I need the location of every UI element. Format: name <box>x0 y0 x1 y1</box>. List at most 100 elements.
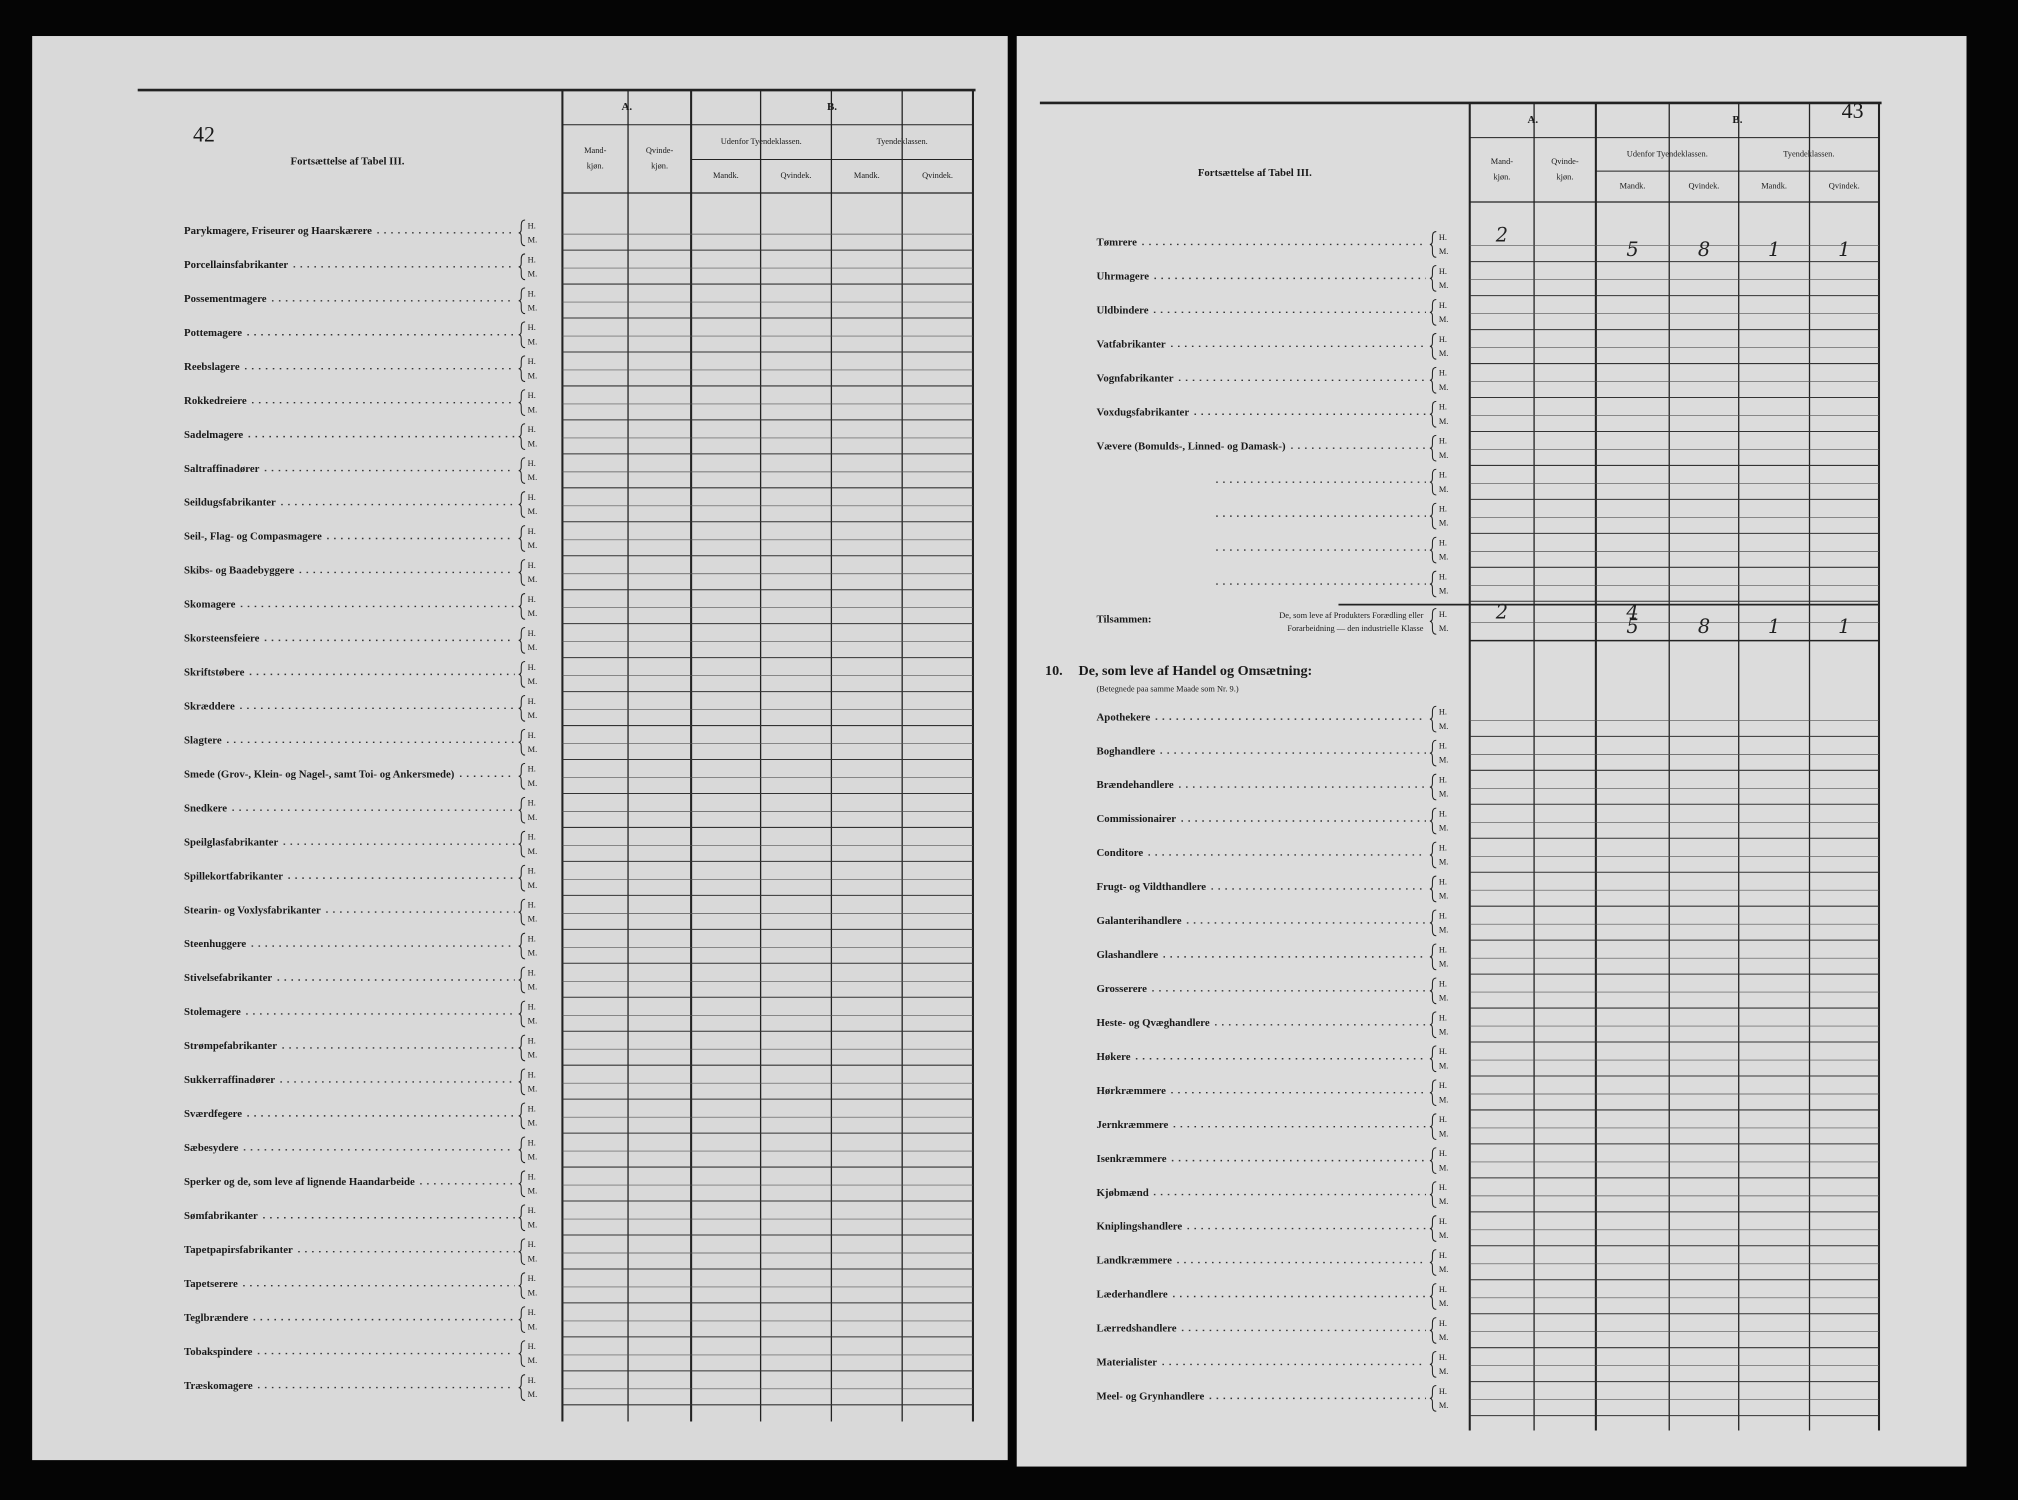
row-label: Materialister <box>1097 1357 1158 1369</box>
handwritten-value: 2 <box>1495 224 1508 247</box>
sex-label: H. <box>528 289 536 298</box>
sex-label: H. <box>1439 1149 1447 1158</box>
sex-label: H. <box>1439 471 1447 480</box>
sex-label: M. <box>1439 892 1449 901</box>
sex-label: H. <box>1439 267 1447 276</box>
sex-label: H. <box>528 765 536 774</box>
page-title: Fortsættelse af Tabel III. <box>290 156 404 168</box>
sex-label: H. <box>528 425 536 434</box>
column-header: Udenfor Tyendeklassen. <box>721 137 802 146</box>
sex-label: M. <box>528 337 538 346</box>
sex-label: H. <box>1439 742 1447 751</box>
handwritten-value: 1 <box>1768 615 1780 638</box>
sex-label: M. <box>1439 858 1449 867</box>
brace <box>1429 298 1437 326</box>
sex-label: M. <box>528 711 538 720</box>
sex-label: H. <box>528 323 536 332</box>
sex-label: M. <box>528 779 538 788</box>
column-header: Qvindek. <box>1689 181 1720 190</box>
sex-label: M. <box>528 1085 538 1094</box>
row-label: Tømrere <box>1097 237 1138 249</box>
row-label: Stivelsefabrikanter <box>184 972 272 984</box>
section-title: De, som leve af Handel og Omsætning: <box>1078 663 1312 679</box>
column-header: kjøn. <box>587 162 604 171</box>
sex-label: H. <box>1439 335 1447 344</box>
sex-label: H. <box>1439 945 1447 954</box>
sex-label: M. <box>528 1119 538 1128</box>
page-number: 43 <box>1842 99 1864 123</box>
sex-label: H. <box>528 629 536 638</box>
column-header: Mandk. <box>713 171 739 180</box>
total-text: De, som leve af Produkters Forædling ell… <box>1279 611 1423 620</box>
row-label: Træskomagere <box>184 1380 253 1392</box>
sex-label: M. <box>528 847 538 856</box>
brace <box>1429 332 1437 360</box>
sex-label: M. <box>528 1017 538 1026</box>
column-header: Mandk. <box>1761 181 1787 190</box>
brace <box>1429 977 1437 1005</box>
brace <box>1429 875 1437 903</box>
column-header: Qvindek. <box>922 171 953 180</box>
handwritten-value: 8 <box>1698 615 1710 638</box>
row-label: Sværdfegere <box>184 1108 242 1120</box>
sex-label: H. <box>528 527 536 536</box>
sex-label: M. <box>1439 315 1449 324</box>
sex-label: M. <box>1439 281 1449 290</box>
row-label: Tapetserere <box>184 1278 238 1290</box>
sex-label: H. <box>1439 1319 1447 1328</box>
row-label: Galanterihandlere <box>1097 915 1182 927</box>
sex-label: H. <box>528 1070 536 1079</box>
brace <box>1429 1215 1437 1242</box>
row-label: Smede (Grov-, Klein- og Nagel-, samt Toi… <box>184 768 455 780</box>
sex-label: H. <box>1439 1217 1447 1226</box>
sex-label: M. <box>528 405 538 414</box>
column-header: Qvinde- <box>646 146 674 155</box>
column-header: Qvinde- <box>1551 157 1579 166</box>
row-label: Meel- og Grynhandlere <box>1097 1391 1205 1403</box>
sex-label: M. <box>1439 1333 1449 1342</box>
row-label: Kniplingshandlere <box>1097 1221 1183 1233</box>
sex-label: M. <box>528 609 538 618</box>
column-header: kjøn. <box>1493 172 1510 181</box>
row-label: Snedkere <box>184 802 227 814</box>
row-label: Uldbindere <box>1097 305 1149 317</box>
row-label: Voxdugsfabrikanter <box>1097 406 1190 418</box>
handwritten-value: 4 <box>1625 601 1638 624</box>
row-label: Glashandlere <box>1097 949 1159 961</box>
row-label: Læderhandlere <box>1097 1289 1168 1301</box>
sex-label: H. <box>528 459 536 468</box>
row-label: Skibs- og Baadebyggere <box>184 565 294 577</box>
row-label: Stolemagere <box>184 1006 241 1018</box>
row-label: Vognfabrikanter <box>1097 372 1174 384</box>
sex-label: M. <box>528 439 538 448</box>
sex-label: M. <box>528 677 538 686</box>
row-label: Slagtere <box>184 734 222 746</box>
sex-label: M. <box>1439 553 1449 562</box>
sex-label: H. <box>528 663 536 672</box>
sex-label: M. <box>1439 1231 1449 1240</box>
sex-label: H. <box>528 969 536 978</box>
row-label: Porcellainsfabrikanter <box>184 259 288 271</box>
brace <box>1429 1317 1437 1344</box>
sex-label: M. <box>1439 1163 1449 1172</box>
sex-label: M. <box>1439 1129 1449 1138</box>
sex-label: H. <box>1439 1047 1447 1056</box>
sex-label: M. <box>528 371 538 380</box>
sex-label: M. <box>528 303 538 312</box>
right-page <box>1016 36 1967 1467</box>
sex-label: H. <box>1439 573 1447 582</box>
column-header: Mandk. <box>854 171 880 180</box>
sex-label: M. <box>1439 926 1449 935</box>
brace <box>1429 1147 1437 1175</box>
brace <box>1429 400 1437 428</box>
page-title: Fortsættelse af Tabel III. <box>1198 167 1312 179</box>
row-label: Vævere (Bomulds-, Linned- og Damask-) <box>1097 440 1286 452</box>
sex-label: M. <box>1439 417 1449 426</box>
header-a: A. <box>1527 114 1538 126</box>
sex-label: H. <box>1439 1285 1447 1294</box>
handwritten-value: 1 <box>1838 615 1850 638</box>
handwritten-value: 1 <box>1768 238 1780 261</box>
sex-label: H. <box>1439 369 1447 378</box>
row-label: Stearin- og Voxlysfabrikanter <box>184 904 321 916</box>
row-label: Landkræmmere <box>1097 1255 1173 1267</box>
